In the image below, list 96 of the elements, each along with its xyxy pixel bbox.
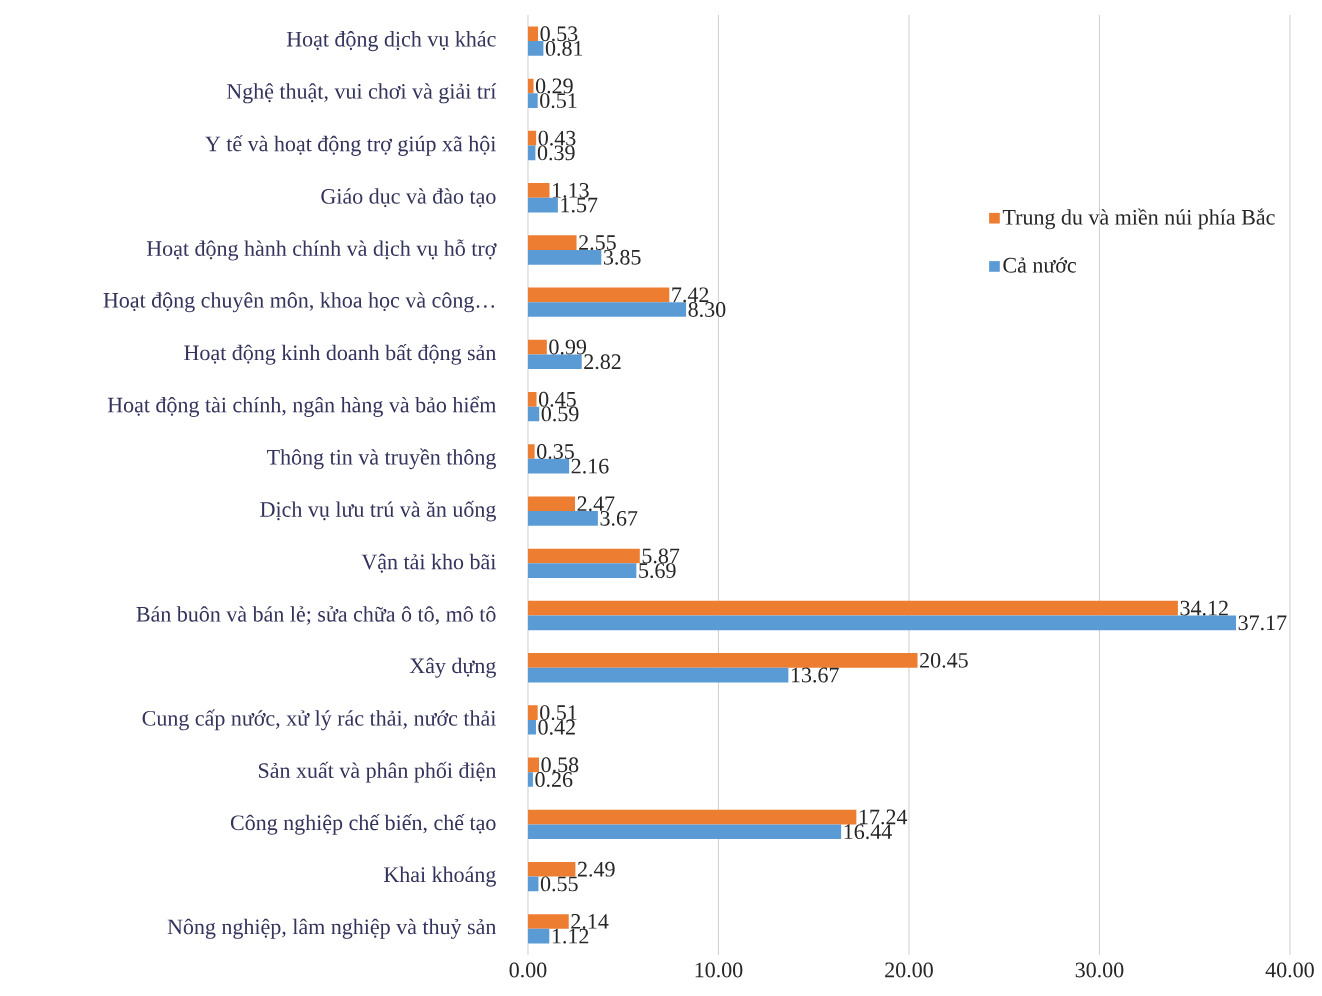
data-label: 8.30 — [688, 302, 726, 318]
bar — [527, 183, 550, 198]
y-tick-label: Nghệ thuật, vui chơi và giải trí — [226, 83, 497, 104]
data-label: 2.14 — [571, 914, 609, 929]
data-label: 0.39 — [537, 145, 575, 161]
bar — [527, 719, 536, 735]
data-label: 0.59 — [541, 406, 579, 422]
bar — [527, 339, 547, 355]
data-label: 0.55 — [540, 876, 578, 892]
bar — [527, 444, 535, 459]
y-tick-label: Y tế và hoạt động trợ giúp xã hội — [205, 135, 496, 156]
y-tick-label: Công nghiệp chế biến, chế tạo — [230, 814, 496, 835]
bar — [527, 548, 640, 564]
data-label: 17.24 — [859, 809, 908, 825]
bar — [527, 458, 570, 474]
x-tick-label: 20.00 — [885, 962, 933, 978]
bar — [527, 41, 544, 56]
y-tick-label: Nông nghiệp, lâm nghiệp và thuỷ sản — [167, 918, 497, 939]
data-label: 3.85 — [603, 249, 641, 265]
bar — [527, 406, 540, 422]
bar — [527, 705, 538, 720]
bar — [527, 861, 576, 877]
bar — [527, 809, 857, 825]
bar — [527, 772, 533, 787]
y-tick-label: Hoạt động kinh doanh bất động sản — [184, 344, 497, 365]
data-label: 0.45 — [538, 391, 576, 407]
bar — [527, 130, 537, 146]
data-label: 13.67 — [791, 667, 839, 683]
data-label: 5.69 — [639, 563, 676, 579]
bar — [527, 287, 670, 303]
data-label: 0.29 — [535, 78, 573, 94]
bar — [527, 563, 637, 578]
data-label: 34.12 — [1180, 600, 1228, 616]
bar — [527, 392, 537, 407]
x-tick-label: 10.00 — [695, 962, 743, 978]
data-label: 20.45 — [920, 652, 968, 668]
data-label: 0.81 — [545, 40, 583, 56]
y-tick-label: Vận tải kho bãi — [361, 553, 496, 573]
bar — [527, 235, 577, 251]
data-label: 0.51 — [540, 93, 577, 109]
data-label: 0.35 — [537, 444, 574, 460]
y-tick-label: Giáo dục và đào tạo — [321, 188, 496, 208]
data-label: 1.57 — [561, 197, 598, 213]
data-label: 2.47 — [577, 496, 615, 512]
data-label: 37.17 — [1238, 615, 1287, 631]
data-label: 0.43 — [538, 130, 576, 146]
y-tick-label: Hoạt động hành chính và dịch vụ hỗ trợ — [146, 239, 497, 261]
y-tick-label: Thông tin và truyền thông — [267, 448, 496, 470]
bar — [527, 26, 539, 42]
legend-label: Trung du và miền núi phía Bắc — [1002, 208, 1275, 230]
bar — [527, 928, 550, 944]
bar — [527, 615, 1237, 631]
data-label: 2.55 — [579, 235, 616, 251]
data-label: 1.13 — [553, 183, 589, 198]
data-label: 0.26 — [535, 772, 573, 788]
y-tick-label: Hoạt động dịch vụ khác — [286, 31, 496, 52]
bar — [527, 354, 582, 370]
data-label: 7.42 — [672, 287, 709, 303]
bar — [527, 302, 687, 317]
data-label: 16.44 — [844, 824, 892, 840]
bar — [527, 824, 842, 840]
bar — [527, 145, 536, 161]
data-label: 0.42 — [538, 719, 575, 735]
y-tick-label: Sản xuất và phân phối điện — [258, 761, 497, 783]
bar — [527, 250, 602, 265]
x-tick-label: 40.00 — [1265, 962, 1314, 978]
legend-label: Cả nước — [1003, 257, 1077, 273]
data-label: 2.49 — [577, 861, 615, 877]
data-label: 0.51 — [540, 705, 577, 721]
bar — [527, 197, 558, 213]
bar — [527, 757, 540, 773]
y-tick-label: Cung cấp nước, xử lý rác thải, nước thải — [142, 709, 496, 731]
bar — [527, 600, 1178, 616]
data-label: 5.87 — [642, 548, 680, 564]
bar — [527, 511, 598, 526]
data-label: 0.58 — [541, 757, 579, 773]
y-tick-label: Xây dựng — [409, 657, 496, 678]
bar — [527, 914, 569, 929]
x-tick-label: 0.00 — [509, 962, 547, 978]
bar — [527, 667, 789, 683]
y-tick-label: Khai khoáng — [383, 866, 496, 887]
y-tick-label: Bán buôn và bán lẻ; sửa chữa ô tô, mô tô — [136, 606, 496, 625]
data-label: 2.82 — [584, 354, 621, 370]
y-tick-label: Dịch vụ lưu trú và ăn uống — [260, 500, 496, 522]
data-label: 0.53 — [540, 26, 578, 42]
x-tick-label: 30.00 — [1075, 962, 1124, 978]
bar — [527, 876, 539, 892]
data-label: 1.12 — [552, 928, 589, 944]
bar — [527, 653, 918, 668]
y-tick-label: Hoạt động chuyên môn, khoa học và công… — [103, 292, 495, 313]
data-label: 2.16 — [571, 458, 609, 474]
data-label: 3.67 — [600, 510, 638, 526]
bar — [527, 496, 576, 512]
data-label: 0.99 — [549, 339, 587, 355]
bar — [527, 93, 538, 109]
y-tick-label: Hoạt động tài chính, ngân hàng và bảo hiểm — [107, 396, 497, 418]
